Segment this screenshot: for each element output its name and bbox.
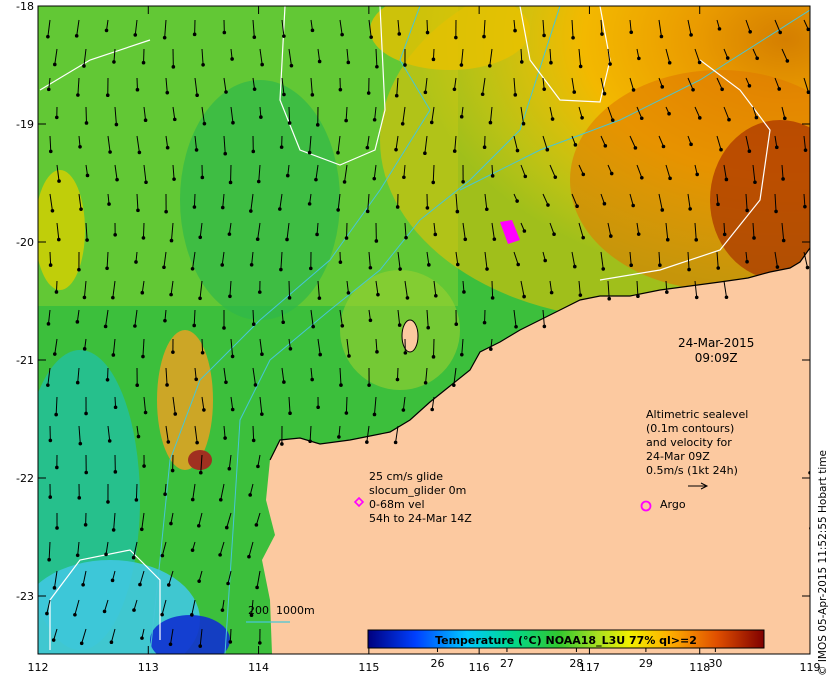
x-tick-label: 114 (248, 661, 269, 674)
sealevel-contour (39, 39, 151, 91)
sealevel-contour (599, 59, 771, 281)
x-tick-label: 116 (469, 661, 490, 674)
copyright-stamp: © IMOS 05-Apr-2015 11:52:55 Hobart time (817, 450, 829, 676)
coastline (269, 247, 810, 461)
y-tick-label: -22 (16, 472, 34, 485)
x-tick-label: 115 (358, 661, 379, 674)
peninsula (300, 452, 336, 540)
map-frame (37, 5, 811, 655)
velocity-arrows (45, 19, 810, 648)
isobath-shelf (459, 9, 810, 191)
colorbar-tick-label: 27 (500, 657, 514, 670)
y-tick-label: -18 (16, 0, 34, 13)
colorbar-ticks: 26 27 28 29 30 (430, 648, 722, 670)
y-tick-label: -21 (16, 354, 34, 367)
x-tick-label: 112 (28, 661, 49, 674)
glider-marker-icon (353, 496, 365, 508)
isobath-1000m (149, 6, 431, 654)
isobath-200m (224, 6, 561, 654)
island (401, 319, 419, 353)
x-tick-label: 113 (138, 661, 159, 674)
x-axis: 112 113 114 115 116 117 118 119 (28, 6, 821, 674)
sst-field (38, 6, 810, 654)
sealevel-contour (279, 6, 386, 166)
datetime-label: 24-Mar-2015 09:09Z (678, 336, 755, 365)
colorbar-tick-label: 28 (569, 657, 583, 670)
colorbar-tick-label: 30 (708, 657, 722, 670)
y-axis: -18 -19 -20 -21 -22 -23 (16, 0, 810, 603)
glider-label: 25 cm/s glide slocum_glider 0m 0-68m vel… (369, 470, 472, 525)
x-tick-label: 119 (800, 661, 821, 674)
y-tick-label: -19 (16, 118, 34, 131)
y-tick-label: -23 (16, 590, 34, 603)
x-tick-label: 118 (689, 661, 710, 674)
x-tick-label: 117 (579, 661, 600, 674)
colorbar (367, 629, 765, 649)
altimetry-label: Altimetric sealevel (0.1m contours) and … (646, 408, 749, 477)
isobath-label: 200 1000m (248, 604, 315, 617)
colorbar-title: Temperature (°C) NOAA18_L3U 77% ql>=2 (435, 634, 697, 647)
argo-marker-icon (640, 500, 652, 512)
argo-label: Argo (660, 498, 686, 511)
glider-track-icon (500, 220, 520, 244)
colorbar-tick-label: 29 (639, 657, 653, 670)
y-tick-label: -20 (16, 236, 34, 249)
land (262, 248, 810, 654)
colorbar-tick-label: 26 (430, 657, 444, 670)
